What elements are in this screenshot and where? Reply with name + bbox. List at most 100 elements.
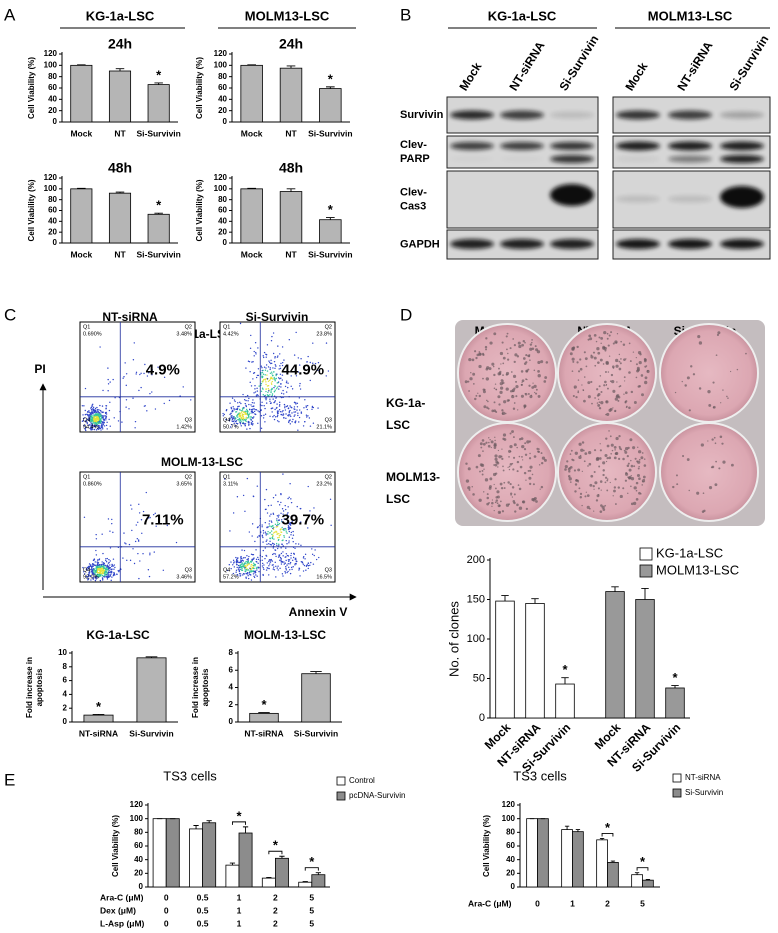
flow-dot [99,559,100,560]
colony [533,483,535,485]
flow-dot [279,504,280,505]
colony [720,435,723,438]
flow-dot [95,410,96,411]
flow-dot [96,554,97,555]
colony [636,357,637,358]
flow-dot [273,527,274,528]
flow-dot [263,569,264,570]
colony [619,368,622,371]
colony [639,459,641,461]
flow-dot [303,425,304,426]
colony [703,492,705,494]
flow-dot [113,558,114,559]
flow-dot [149,554,150,555]
flow-dot [224,414,225,415]
colony [535,348,538,351]
flow-dot [97,562,98,563]
flow-row-label: MOLM-13-LSC [161,455,243,469]
flow-dot [311,548,312,549]
flow-dot [277,410,278,411]
flow-dot [169,400,170,401]
colony [606,401,608,403]
flow-dot [243,412,244,413]
colony [501,448,502,449]
colony [737,369,738,370]
flow-dot [275,556,276,557]
y-tick-label: 80 [134,827,143,836]
bar [312,875,325,887]
flow-dot [139,512,140,513]
flow-dot [257,390,258,391]
colony [535,393,537,395]
bar [241,65,263,122]
flow-dot [253,373,254,374]
flow-dot [97,570,98,571]
flow-dot [272,525,273,526]
error-bar [501,596,508,602]
flow-dot [108,562,109,563]
flow-dot [271,544,272,545]
flow-dot [267,370,268,371]
flow-dot [249,568,250,569]
colony [485,442,487,444]
blot-row-label: Clev- [400,186,427,198]
group-header: KG-1a-LSC [86,8,155,23]
y-tick-label: 2 [63,703,68,712]
flow-dot [278,569,279,570]
flow-dot [240,561,241,562]
flow-dot [236,560,237,561]
flow-dot [230,561,231,562]
colony [478,365,481,368]
flow-dot [107,558,108,559]
flow-dot [318,557,319,558]
flow-dot [261,383,262,384]
flow-dot [264,352,265,353]
colony [707,390,710,393]
colony [519,488,522,491]
colony [607,333,609,335]
flow-dot [106,422,107,423]
colony [672,486,674,488]
flow-dot [254,388,255,389]
colony [491,410,494,413]
flow-dot [284,571,285,572]
x-tick-label: Si-Survivin [129,728,173,738]
colony [577,480,579,482]
flow-dot [235,421,236,422]
colony [699,341,702,344]
colony [609,334,611,336]
colony [500,352,503,355]
flow-dot [291,532,292,533]
flow-dot [299,409,300,410]
colony [718,467,720,469]
flow-dot [314,555,315,556]
colony [624,380,625,381]
colony [619,386,620,387]
flow-dot [136,524,137,525]
flow-dot [272,407,273,408]
colony [596,457,599,460]
flow-dot [272,398,273,399]
colony [578,456,581,459]
plate-row-label: LSC [386,418,410,432]
flow-dot [276,374,277,375]
colony [597,494,600,497]
flow-dot [274,569,275,570]
colony [483,390,486,393]
flow-dot [284,404,285,405]
colony [522,501,525,504]
colony [633,351,634,352]
colony [627,447,629,449]
colony [494,484,495,485]
y-tick-label: 120 [44,49,58,58]
quadrant-value: 94.4% [83,424,99,430]
bar [527,819,538,887]
group-header: KG-1a-LSC [488,8,557,23]
flow-dot [268,390,269,391]
colony [494,458,497,461]
colony [600,504,603,507]
colony [572,358,575,361]
flow-dot [280,386,281,387]
colony [531,395,533,397]
flow-dot [253,565,254,566]
